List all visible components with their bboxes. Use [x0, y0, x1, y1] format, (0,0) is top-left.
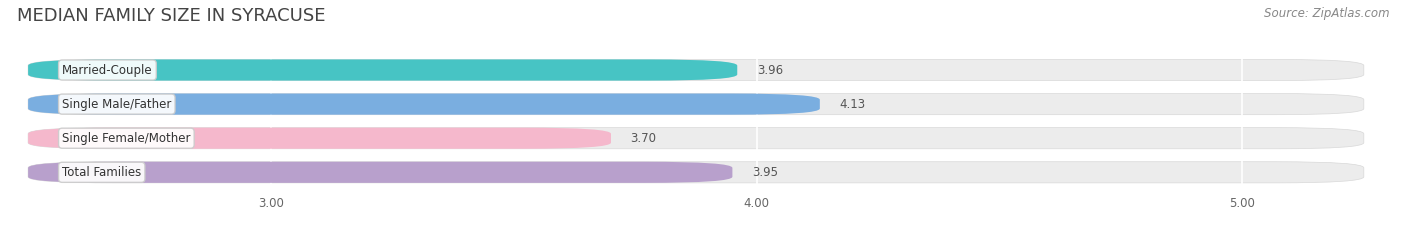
FancyBboxPatch shape	[28, 128, 612, 149]
FancyBboxPatch shape	[28, 59, 737, 81]
FancyBboxPatch shape	[28, 93, 1364, 115]
Text: MEDIAN FAMILY SIZE IN SYRACUSE: MEDIAN FAMILY SIZE IN SYRACUSE	[17, 7, 325, 25]
FancyBboxPatch shape	[28, 128, 1364, 149]
FancyBboxPatch shape	[28, 162, 733, 183]
Text: Total Families: Total Families	[62, 166, 142, 179]
FancyBboxPatch shape	[28, 93, 820, 115]
Text: 3.70: 3.70	[630, 132, 657, 145]
Text: Single Female/Mother: Single Female/Mother	[62, 132, 191, 145]
FancyBboxPatch shape	[28, 162, 1364, 183]
Text: Source: ZipAtlas.com: Source: ZipAtlas.com	[1264, 7, 1389, 20]
Text: 4.13: 4.13	[839, 98, 865, 111]
Text: 3.95: 3.95	[752, 166, 778, 179]
Text: Single Male/Father: Single Male/Father	[62, 98, 172, 111]
Text: 3.96: 3.96	[756, 64, 783, 76]
FancyBboxPatch shape	[28, 59, 1364, 81]
Text: Married-Couple: Married-Couple	[62, 64, 153, 76]
